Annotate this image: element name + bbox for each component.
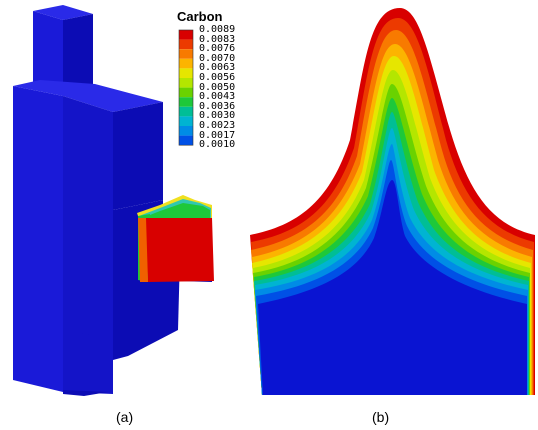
legend-swatch	[179, 116, 193, 126]
legend-swatch	[179, 97, 193, 107]
legend-swatches	[178, 29, 194, 146]
body-front-right	[63, 96, 113, 394]
body-side	[113, 102, 163, 210]
legend-label: 0.0089	[199, 24, 236, 35]
top-post-side	[63, 14, 93, 96]
legend-label: 0.0056	[199, 72, 236, 83]
legend-swatch	[179, 49, 193, 59]
legend-label: 0.0023	[199, 120, 236, 131]
section-2d	[250, 8, 535, 395]
legend-swatch	[179, 68, 193, 78]
model-3d	[13, 5, 214, 396]
tooth-face-edge	[138, 218, 148, 282]
caption-b: (b)	[372, 409, 390, 425]
legend-swatch	[179, 126, 193, 136]
legend-swatch	[179, 106, 193, 117]
legend-swatch	[179, 30, 193, 40]
legend-frame	[178, 29, 194, 146]
legend-label: 0.0083	[199, 33, 236, 45]
legend-label: 0.0043	[199, 91, 236, 103]
section-core	[258, 180, 527, 395]
top-post-front	[33, 11, 63, 96]
legend-label: 0.0036	[199, 100, 236, 112]
legend-swatch	[179, 135, 193, 146]
legend-swatch	[179, 87, 193, 98]
body-front	[13, 86, 63, 392]
legend-swatch	[179, 58, 193, 69]
tooth-face-front	[145, 218, 214, 282]
caption-a: (a)	[116, 409, 134, 425]
legend-label: 0.0017	[199, 129, 236, 141]
legend-label: 0.0010	[199, 139, 236, 151]
top-post-top	[33, 5, 93, 20]
bottom-post-side	[63, 390, 108, 396]
bottom-post-front	[63, 330, 108, 392]
legend-title: Carbon	[177, 9, 223, 24]
legend-label: 0.0070	[199, 52, 236, 64]
legend-label: 0.0076	[199, 43, 236, 55]
legend-swatch	[179, 39, 193, 50]
body-top	[13, 80, 163, 112]
legend-label: 0.0050	[199, 81, 236, 93]
legend-label: 0.0063	[199, 62, 236, 74]
legend-swatch	[179, 78, 193, 88]
legend-label: 0.0030	[199, 110, 236, 122]
